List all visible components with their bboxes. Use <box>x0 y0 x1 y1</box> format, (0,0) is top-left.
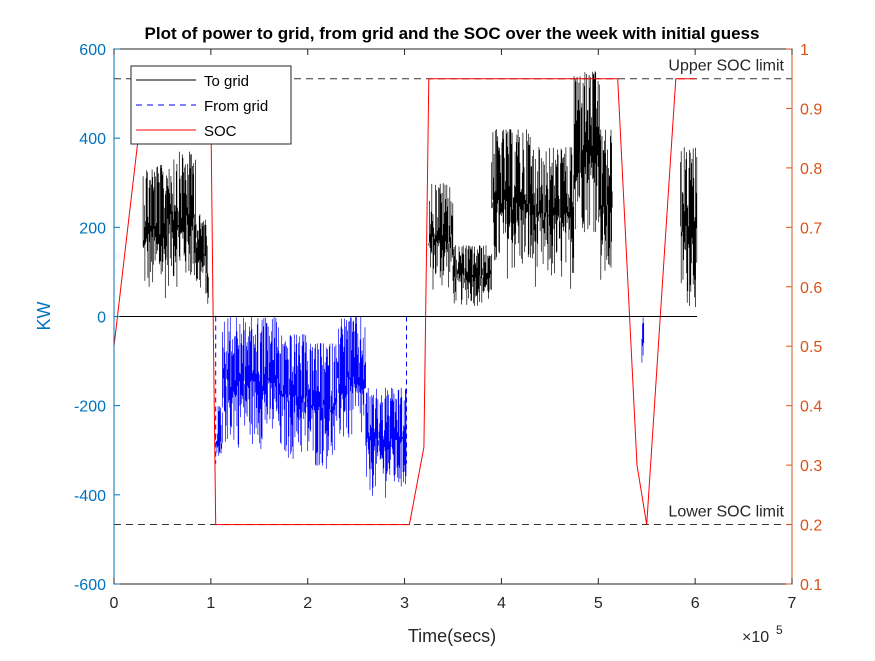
series-0-block-4 <box>428 183 454 290</box>
soc-limit-label-1: Lower SOC limit <box>668 504 784 521</box>
left-tick-label-4: 200 <box>79 220 106 237</box>
x-tick-label-4: 4 <box>497 595 506 612</box>
left-y-axis-label: KW <box>34 301 54 330</box>
series-0-block-6 <box>491 129 531 279</box>
right-tick-label-8: 0.9 <box>800 101 822 118</box>
right-y-axis: 0.1 0.2 0.3 0.4 0.5 0.6 0.7 0.8 0.9 1 <box>786 42 822 594</box>
series-1-block-1 <box>222 316 279 449</box>
legend-label-soc: SOC <box>204 123 237 140</box>
series-0-block-2 <box>195 214 207 294</box>
series-0-block-10 <box>680 147 698 308</box>
left-y-axis: -600 -400 -200 0 200 400 600 <box>74 42 120 594</box>
x-tick-label-5: 5 <box>594 595 603 612</box>
right-tick-label-0: 0.1 <box>800 577 822 594</box>
right-tick-label-6: 0.7 <box>800 220 822 237</box>
series-0-block-5 <box>452 245 492 306</box>
series-to-grid <box>142 71 698 308</box>
left-tick-label-6: 600 <box>79 42 106 59</box>
x-tick-label-0: 0 <box>110 595 119 612</box>
right-tick-label-3: 0.4 <box>800 399 822 416</box>
series-0-block-3 <box>205 236 209 304</box>
left-tick-label-3: 0 <box>97 310 106 327</box>
soc-limit-label-0: Upper SOC limit <box>668 58 784 75</box>
legend-label-to-grid: To grid <box>204 73 249 90</box>
legend-label-from-grid: From grid <box>204 98 268 115</box>
series-0-block-0 <box>142 164 168 299</box>
legend: To grid From grid SOC <box>130 65 292 145</box>
series-1-block-4 <box>336 316 366 438</box>
x-tick-label-7: 7 <box>788 595 797 612</box>
series-1-block-5 <box>365 387 407 498</box>
x-axis-exponent: ×10 5 <box>742 623 783 646</box>
right-tick-label-2: 0.3 <box>800 458 822 475</box>
x-axis: 0 1 2 3 4 5 6 7 <box>110 49 797 612</box>
right-tick-label-5: 0.6 <box>800 280 822 297</box>
left-tick-label-1: -400 <box>74 488 106 505</box>
left-tick-label-2: -200 <box>74 399 106 416</box>
series-0-block-7 <box>530 147 575 289</box>
x-tick-label-1: 1 <box>206 595 215 612</box>
right-tick-label-4: 0.5 <box>800 339 822 356</box>
right-tick-label-7: 0.8 <box>800 161 822 178</box>
right-tick-label-9: 1 <box>800 42 809 59</box>
series-1-block-6 <box>641 317 645 363</box>
x-axis-label: Time(secs) <box>408 626 496 646</box>
x-tick-label-3: 3 <box>400 595 409 612</box>
series-1-block-3 <box>307 343 337 469</box>
series-1-block-2 <box>278 334 308 459</box>
series-0-block-8 <box>573 71 601 233</box>
series-0-block-1 <box>166 151 197 287</box>
series-0-block-9 <box>599 129 613 280</box>
x-tick-label-2: 2 <box>303 595 312 612</box>
right-tick-label-1: 0.2 <box>800 518 822 535</box>
x-axis-exponent-base: ×10 <box>742 629 769 646</box>
x-tick-label-6: 6 <box>691 595 700 612</box>
chart-title: Plot of power to grid, from grid and the… <box>145 24 760 43</box>
x-axis-exponent-power: 5 <box>776 623 783 637</box>
left-tick-label-5: 400 <box>79 131 106 148</box>
legend-box <box>130 65 292 145</box>
left-tick-label-0: -600 <box>74 577 106 594</box>
